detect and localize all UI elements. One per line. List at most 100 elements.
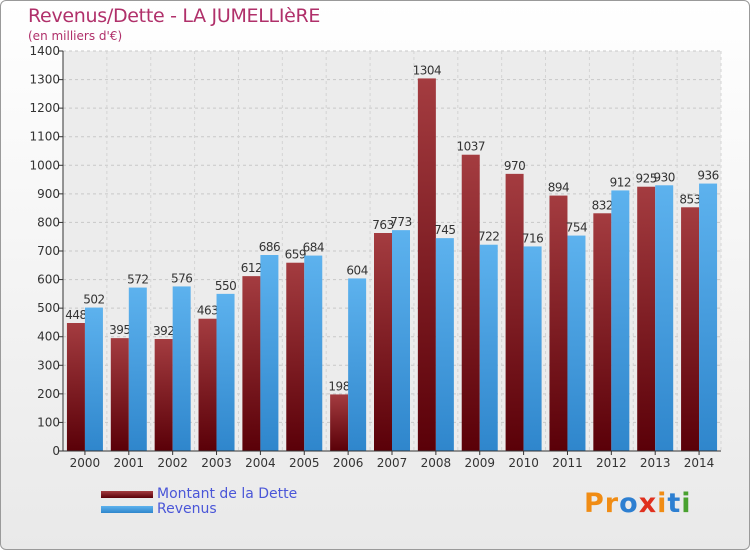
- legend-label-dette: Montant de la Dette: [157, 486, 298, 502]
- data-label-dette: 395: [109, 323, 130, 337]
- logo-letter: P: [584, 488, 605, 519]
- logo-letter: o: [619, 488, 639, 519]
- data-label-revenus: 722: [478, 230, 499, 244]
- data-label-dette: 853: [679, 192, 700, 206]
- legend-label-revenus: Revenus: [157, 501, 217, 517]
- chart-unit-label: (en milliers d'€): [28, 29, 123, 43]
- y-tick-label: 800: [37, 215, 60, 229]
- y-tick-label: 1100: [29, 130, 60, 144]
- logo-letter: x: [638, 488, 658, 519]
- y-tick-label: 1300: [29, 73, 60, 87]
- bar-revenus: [172, 286, 191, 451]
- data-label-dette: 198: [328, 379, 349, 393]
- bar-dette: [549, 195, 568, 451]
- data-label-dette: 763: [372, 218, 393, 232]
- x-tick-label: 2008: [421, 456, 452, 470]
- bar-revenus: [611, 190, 630, 451]
- x-tick-label: 2001: [114, 456, 145, 470]
- bar-revenus: [523, 246, 542, 451]
- x-tick-label: 2010: [508, 456, 539, 470]
- bar-dette: [110, 338, 129, 451]
- bar-revenus: [567, 235, 586, 451]
- y-tick-label: 400: [37, 330, 60, 344]
- legend-swatch-dette: [101, 491, 153, 498]
- data-label-revenus: 745: [434, 223, 455, 237]
- data-label-dette: 1304: [413, 63, 442, 77]
- chart-title: Revenus/Dette - LA JUMELLIèRE: [28, 5, 321, 27]
- x-tick-label: 2007: [377, 456, 408, 470]
- x-tick-label: 2003: [201, 456, 232, 470]
- data-label-revenus: 930: [653, 170, 674, 184]
- bar-revenus: [435, 238, 454, 451]
- data-label-dette: 1037: [456, 140, 485, 154]
- data-label-revenus: 550: [215, 279, 236, 293]
- bar-dette: [417, 78, 436, 451]
- bar-revenus: [348, 278, 367, 451]
- y-tick-label: 1200: [29, 101, 60, 115]
- logo-letter: r: [604, 488, 620, 519]
- data-label-dette: 448: [65, 308, 86, 322]
- x-tick-label: 2014: [684, 456, 715, 470]
- y-tick-label: 300: [37, 358, 60, 372]
- x-tick-label: 2009: [464, 456, 495, 470]
- y-tick-label: 900: [37, 187, 60, 201]
- bar-revenus: [216, 293, 235, 451]
- y-tick-label: 1000: [29, 158, 60, 172]
- data-label-revenus: 684: [303, 241, 324, 255]
- data-label-dette: 612: [241, 261, 262, 275]
- data-label-dette: 659: [285, 248, 306, 262]
- y-tick-label: 500: [37, 301, 60, 315]
- data-label-dette: 925: [635, 172, 656, 186]
- x-tick-label: 2012: [596, 456, 627, 470]
- bar-dette: [66, 323, 85, 451]
- bar-revenus: [84, 307, 103, 451]
- data-label-revenus: 754: [566, 221, 587, 235]
- bar-revenus: [479, 244, 498, 451]
- x-tick-label: 2005: [289, 456, 320, 470]
- data-label-dette: 463: [197, 304, 218, 318]
- bar-dette: [681, 207, 700, 451]
- bar-revenus: [655, 185, 674, 452]
- bar-revenus: [304, 255, 323, 451]
- bar-dette: [154, 339, 173, 451]
- x-tick-label: 2000: [70, 456, 101, 470]
- x-tick-label: 2013: [640, 456, 671, 470]
- bar-dette: [637, 186, 656, 451]
- bar-dette: [374, 233, 392, 451]
- data-label-revenus: 576: [171, 271, 192, 285]
- y-tick-label: 700: [37, 244, 60, 258]
- x-tick-label: 2006: [333, 456, 364, 470]
- bar-revenus: [260, 255, 279, 451]
- logo-letter: i: [657, 488, 668, 519]
- x-tick-label: 2004: [245, 456, 276, 470]
- y-tick-label: 600: [37, 273, 60, 287]
- y-tick-label: 200: [37, 387, 60, 401]
- data-label-revenus: 716: [522, 231, 543, 245]
- bar-dette: [330, 394, 349, 451]
- data-label-dette: 894: [548, 181, 569, 195]
- bar-dette: [198, 318, 217, 451]
- data-label-revenus: 604: [346, 263, 367, 277]
- bar-revenus: [392, 230, 410, 451]
- data-label-dette: 832: [592, 198, 613, 212]
- bar-dette: [242, 276, 261, 451]
- y-tick-label: 1400: [29, 44, 60, 58]
- data-label-revenus: 936: [697, 169, 718, 183]
- logo-letter: t: [667, 488, 682, 519]
- proxiti-logo: Proxiti: [584, 488, 692, 519]
- data-label-dette: 970: [504, 159, 525, 173]
- data-label-dette: 392: [153, 324, 174, 338]
- x-tick-label: 2002: [157, 456, 188, 470]
- data-label-revenus: 502: [83, 293, 104, 307]
- data-label-revenus: 773: [390, 215, 411, 229]
- x-tick-label: 2011: [552, 456, 583, 470]
- bar-dette: [286, 262, 305, 451]
- legend-swatch-revenus: [101, 506, 153, 513]
- data-label-revenus: 912: [610, 175, 631, 189]
- bar-dette: [505, 173, 524, 451]
- bar-revenus: [128, 287, 147, 451]
- data-label-revenus: 572: [127, 273, 148, 287]
- y-tick-label: 0: [52, 444, 60, 458]
